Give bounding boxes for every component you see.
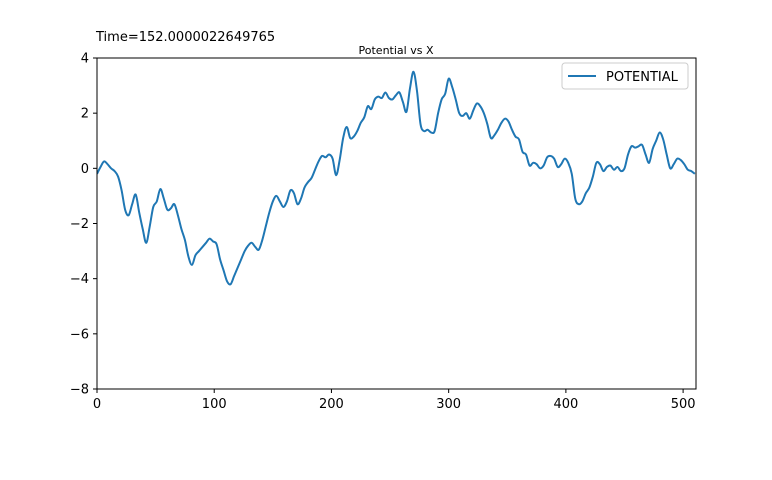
legend-box — [561, 62, 689, 90]
y-tick-label: 4 — [81, 52, 89, 67]
y-tick-label: −2 — [70, 217, 89, 232]
legend: POTENTIAL — [561, 62, 689, 90]
axis-ticks: 0 100 200 300 400 500 −8 −6 −4 −2 0 2 4 — [70, 52, 696, 413]
y-tick-label: 0 — [81, 162, 89, 177]
x-tick-label: 300 — [436, 397, 461, 412]
series-line-potential — [97, 70, 696, 286]
x-tick-label: 200 — [319, 397, 344, 412]
y-tick-label: 2 — [81, 107, 89, 122]
chart-suptitle: Time=152.0000022649765 — [95, 30, 275, 45]
axes-frame — [96, 57, 697, 390]
x-tick-label: 100 — [202, 397, 227, 412]
plot-area — [97, 70, 696, 286]
x-tick-label: 400 — [553, 397, 578, 412]
x-tick-label: 0 — [93, 397, 101, 412]
x-tick-label: 500 — [671, 397, 696, 412]
y-tick-label: −8 — [70, 383, 89, 398]
chart-title: Potential vs X — [359, 44, 434, 57]
legend-label: POTENTIAL — [606, 70, 679, 85]
y-tick-label: −4 — [70, 272, 89, 287]
y-tick-label: −6 — [70, 327, 89, 342]
